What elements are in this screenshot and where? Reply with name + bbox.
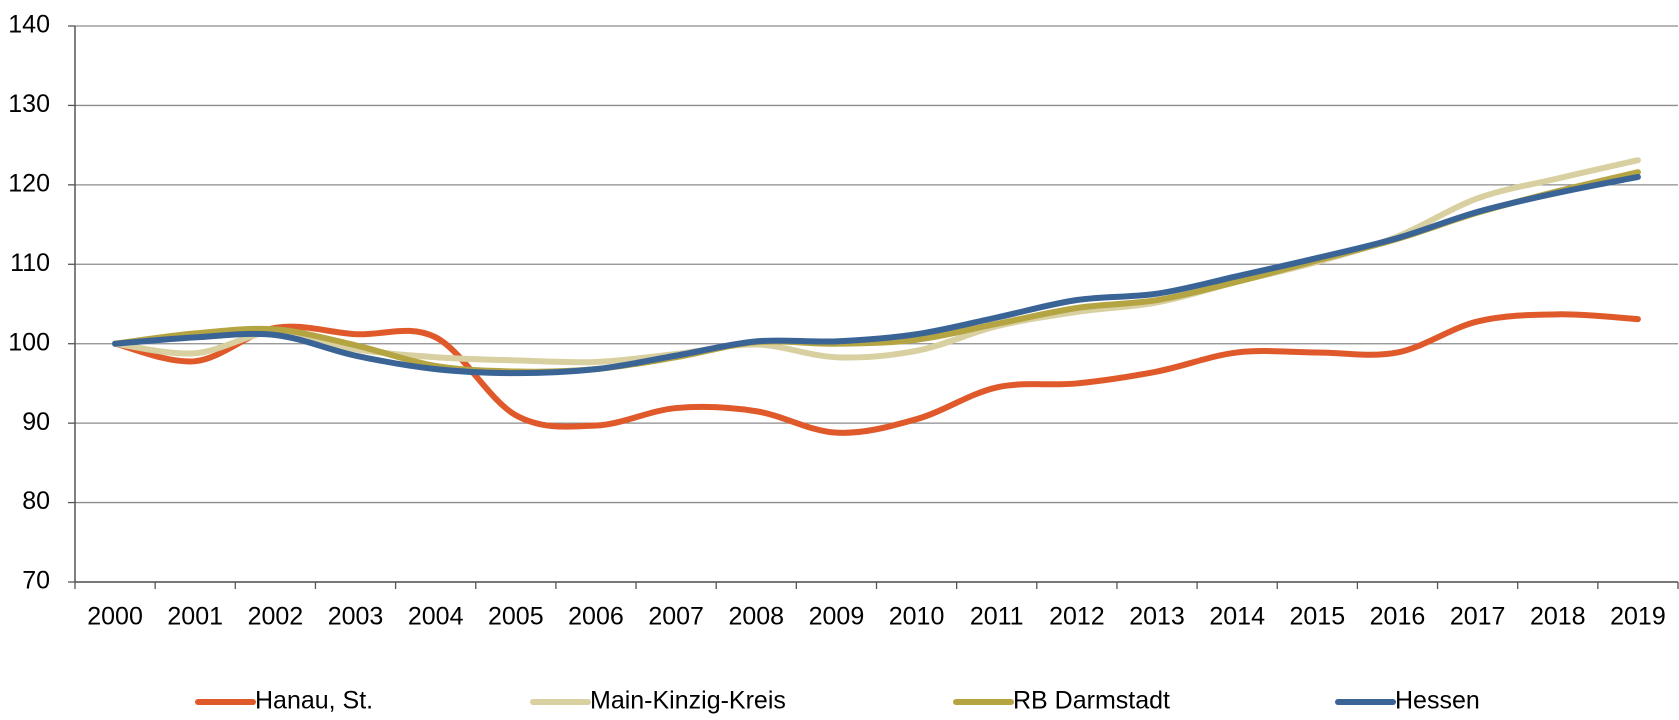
x-tick-label: 2002 (248, 603, 304, 631)
x-tick-label: 2012 (1049, 603, 1105, 631)
legend-label: Hessen (1395, 687, 1480, 715)
x-tick-label: 2017 (1450, 603, 1506, 631)
x-tick-label: 2015 (1290, 603, 1346, 631)
y-tick-label: 80 (22, 487, 50, 515)
y-tick-label: 70 (22, 567, 50, 595)
x-tick-label: 2019 (1610, 603, 1666, 631)
x-tick-label: 2006 (568, 603, 624, 631)
x-tick-label: 2011 (970, 603, 1024, 631)
x-tick-label: 2013 (1129, 603, 1185, 631)
y-tick-label: 130 (8, 90, 50, 118)
x-tick-label: 2003 (328, 603, 384, 631)
series-line (112, 311, 1641, 436)
y-tick-label: 120 (8, 169, 50, 197)
x-tick-label: 2018 (1530, 603, 1586, 631)
x-tick-label: 2010 (889, 603, 945, 631)
x-tick-label: 2008 (728, 603, 784, 631)
x-tick-label: 2014 (1209, 603, 1265, 631)
x-tick-label: 2009 (809, 603, 865, 631)
legend-label: RB Darmstadt (1013, 687, 1170, 715)
x-tick-label: 2000 (87, 603, 143, 631)
y-tick-label: 100 (8, 328, 50, 356)
x-tick-label: 2016 (1370, 603, 1426, 631)
x-tick-label: 2004 (408, 603, 464, 631)
legend-label: Main-Kinzig-Kreis (590, 687, 786, 715)
x-tick-label: 2001 (167, 603, 223, 631)
y-tick-label: 110 (10, 249, 50, 277)
y-tick-label: 140 (8, 11, 50, 39)
x-tick-label: 2005 (488, 603, 544, 631)
x-tick-label: 2007 (648, 603, 704, 631)
series-line (112, 173, 1641, 377)
y-tick-label: 90 (22, 408, 50, 436)
legend-label: Hanau, St. (255, 687, 373, 715)
